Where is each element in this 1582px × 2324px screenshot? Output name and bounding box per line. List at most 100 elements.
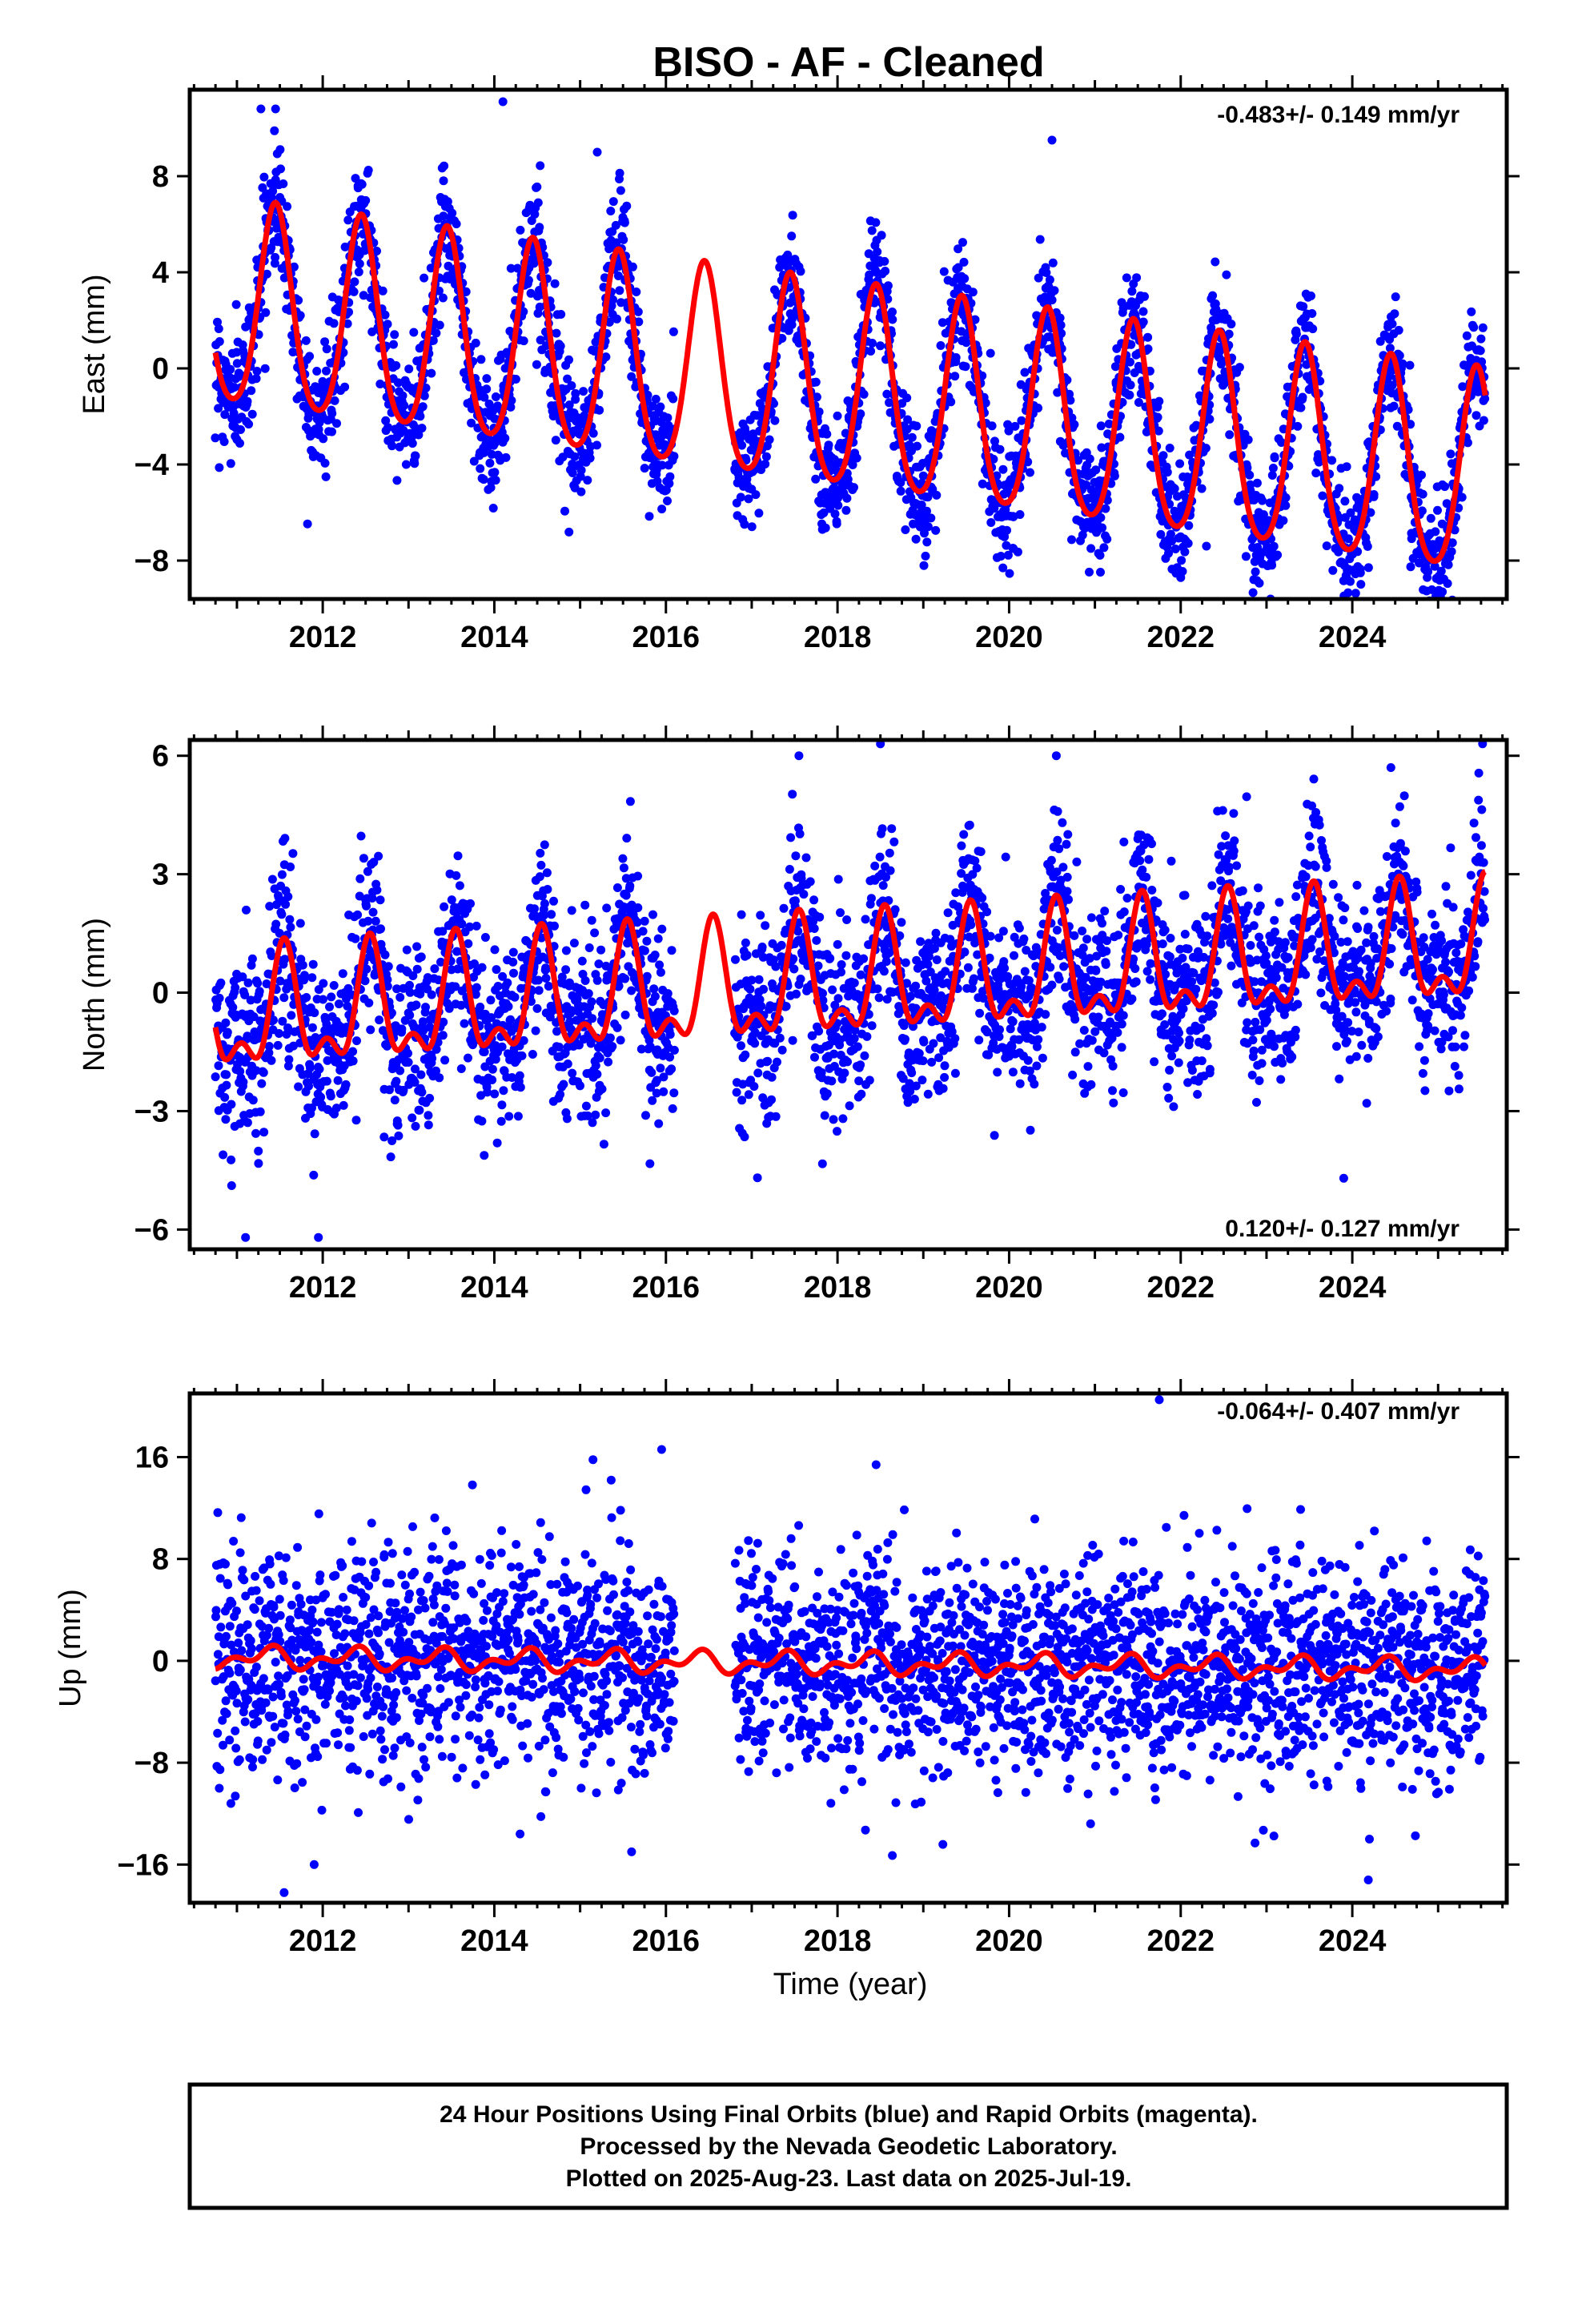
data-point xyxy=(439,211,448,221)
data-point xyxy=(536,848,545,858)
data-point xyxy=(372,885,382,895)
data-point xyxy=(830,509,840,519)
data-point xyxy=(255,987,264,996)
data-point xyxy=(936,341,946,350)
data-point xyxy=(571,388,580,398)
data-point xyxy=(532,360,541,369)
data-point xyxy=(1296,403,1306,412)
data-point xyxy=(897,918,906,927)
data-point xyxy=(986,348,995,358)
data-point xyxy=(1015,510,1025,519)
data-point xyxy=(579,387,588,396)
data-point xyxy=(327,992,336,1002)
data-point xyxy=(882,995,892,1004)
data-point xyxy=(404,364,414,374)
data-point xyxy=(861,915,870,924)
data-point xyxy=(651,394,661,404)
data-point xyxy=(788,1035,797,1045)
data-point xyxy=(251,374,261,384)
data-point xyxy=(497,1100,507,1110)
data-point xyxy=(911,981,921,991)
data-point xyxy=(295,919,305,928)
data-point xyxy=(767,1095,776,1104)
data-point xyxy=(391,1076,401,1086)
data-point xyxy=(1165,444,1174,452)
data-point xyxy=(1050,286,1059,296)
data-point xyxy=(978,479,987,489)
data-point xyxy=(1096,513,1106,522)
data-point xyxy=(663,497,672,505)
data-point xyxy=(896,486,905,496)
data-point xyxy=(923,522,933,532)
data-point xyxy=(519,336,528,346)
data-point xyxy=(215,993,224,1003)
data-point xyxy=(348,1047,358,1056)
data-point xyxy=(837,960,846,969)
data-point xyxy=(247,954,257,963)
data-point xyxy=(1248,588,1258,597)
data-point xyxy=(400,400,409,410)
data-point xyxy=(230,383,239,392)
data-point xyxy=(1436,566,1446,576)
data-point xyxy=(477,1116,487,1126)
data-point xyxy=(833,501,843,510)
data-point xyxy=(763,1056,773,1066)
data-point xyxy=(1122,273,1131,283)
data-point xyxy=(837,967,845,977)
data-point xyxy=(868,339,877,348)
east-rate-label: -0.483+/- 0.149 mm/yr xyxy=(1217,102,1460,128)
data-point xyxy=(552,328,561,338)
data-point xyxy=(320,337,330,347)
data-point xyxy=(349,287,359,296)
data-point xyxy=(649,984,659,994)
data-point xyxy=(1245,470,1255,480)
data-point xyxy=(1269,541,1279,551)
data-point xyxy=(372,247,381,255)
data-point xyxy=(1433,505,1442,515)
data-point xyxy=(226,364,235,374)
data-point xyxy=(361,195,371,205)
data-point xyxy=(1134,398,1143,407)
data-point xyxy=(1369,490,1379,499)
data-point xyxy=(542,868,552,878)
data-point xyxy=(958,238,967,247)
data-point xyxy=(901,525,910,534)
data-point xyxy=(874,993,884,1003)
data-point xyxy=(327,408,337,418)
data-point xyxy=(567,381,576,390)
data-point xyxy=(1428,621,1437,629)
data-point xyxy=(815,912,825,922)
data-point xyxy=(989,454,998,464)
data-point xyxy=(960,274,970,283)
data-point xyxy=(409,328,419,337)
data-point xyxy=(460,1019,469,1028)
data-point xyxy=(640,464,649,473)
data-point xyxy=(1140,292,1149,301)
data-point xyxy=(883,295,893,304)
data-point xyxy=(865,270,874,279)
data-point xyxy=(669,1045,679,1055)
data-point xyxy=(792,989,801,999)
data-point xyxy=(592,1069,602,1079)
data-point xyxy=(896,478,905,488)
data-point xyxy=(657,460,667,470)
data-point xyxy=(1259,510,1268,520)
data-point xyxy=(239,1077,248,1087)
data-point xyxy=(570,452,580,461)
data-point xyxy=(482,374,492,384)
data-point xyxy=(319,434,328,444)
data-point xyxy=(211,1072,220,1082)
data-point xyxy=(1446,449,1456,459)
data-point xyxy=(901,958,910,967)
data-point xyxy=(641,1111,650,1120)
data-point xyxy=(412,1000,421,1010)
data-point xyxy=(326,1092,335,1101)
data-point xyxy=(556,310,566,319)
data-point xyxy=(536,860,546,870)
data-point xyxy=(531,1026,540,1035)
data-point xyxy=(833,994,843,1003)
data-point xyxy=(859,389,869,399)
data-point xyxy=(1476,346,1485,356)
data-point xyxy=(788,790,797,799)
data-point xyxy=(585,453,595,463)
